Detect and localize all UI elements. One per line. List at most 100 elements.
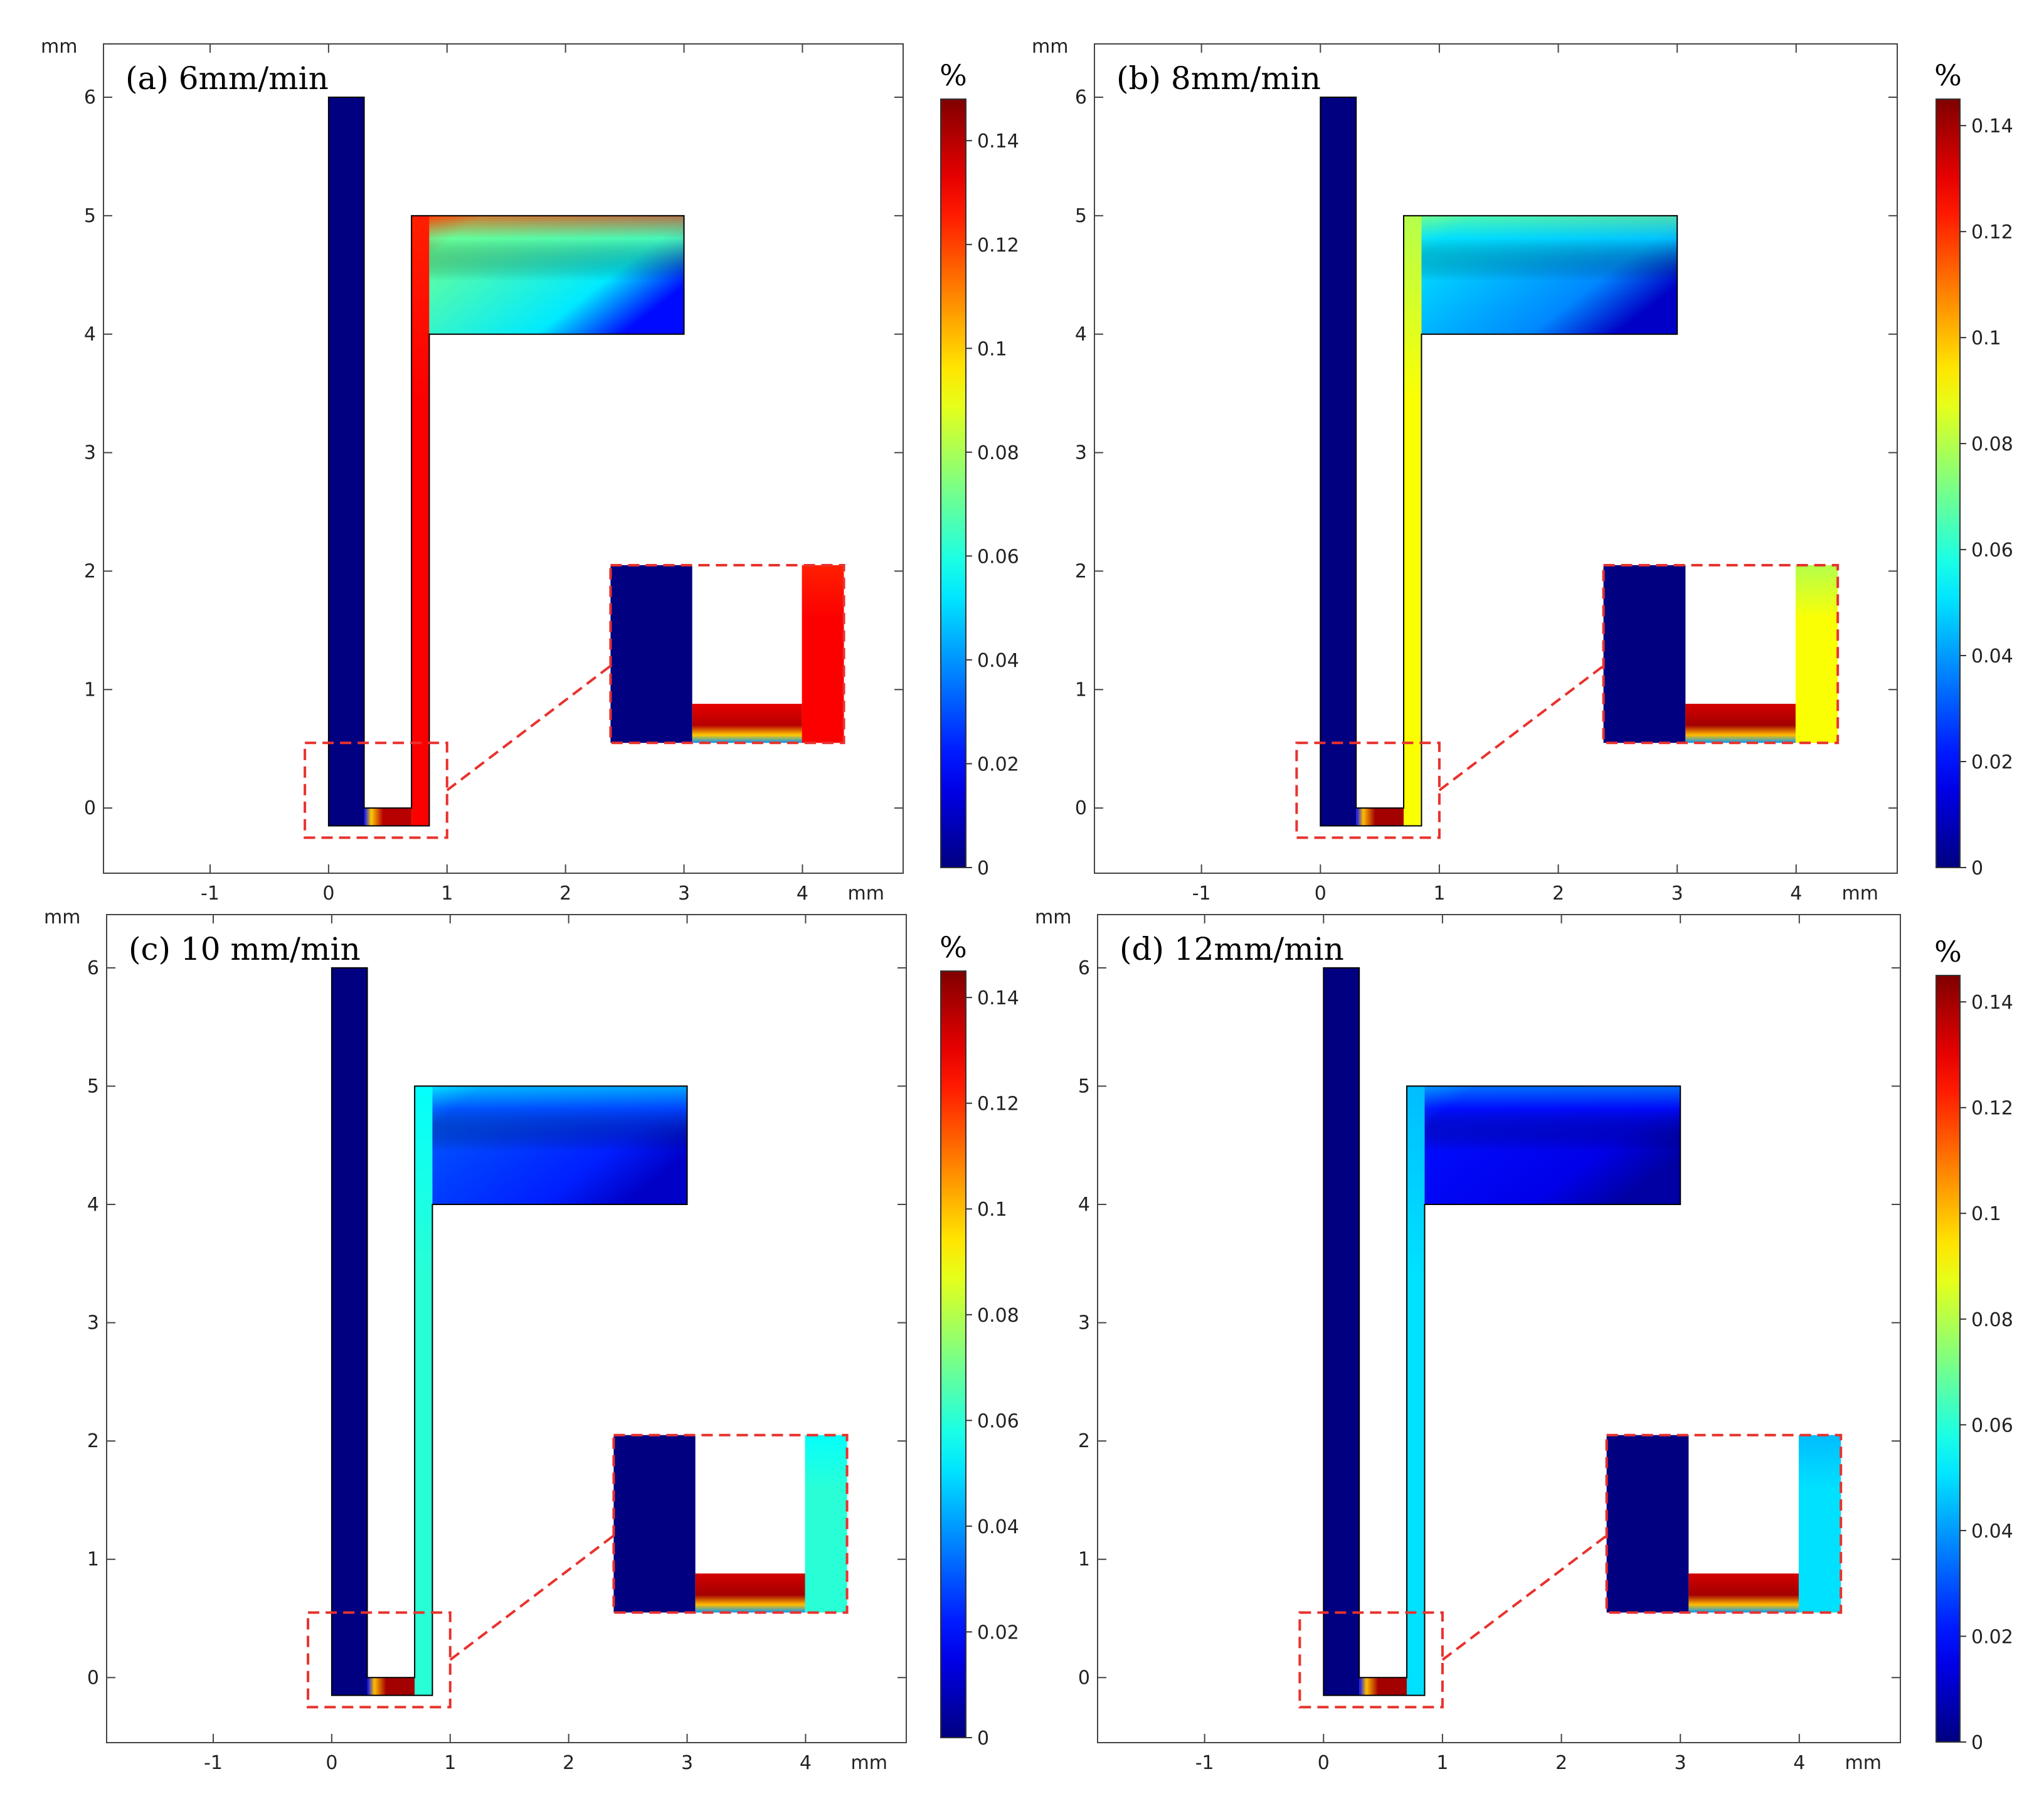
x-unit-label: mm (851, 1752, 887, 1774)
colorbar-tick-label: 0.04 (1971, 1521, 2013, 1543)
colorbar-tick-label: 0.06 (977, 1410, 1019, 1432)
zoom-inset (1602, 563, 1840, 745)
inset-left-channel (613, 1435, 696, 1613)
zoom-region-box (304, 741, 448, 839)
zoom-inset (612, 1433, 849, 1614)
y-tick-label: 3 (87, 1312, 99, 1334)
colorbar-unit: % (940, 930, 967, 964)
y-tick-label: 2 (1078, 1430, 1090, 1452)
inset-right-channel (805, 1435, 847, 1613)
y-tick-label: 1 (84, 679, 96, 701)
left-channel (331, 967, 368, 1696)
x-tick-label: 2 (563, 1752, 575, 1774)
colorbar-scale (1935, 98, 1961, 868)
colorbar-tick-label: 0.12 (1971, 221, 2013, 243)
panel-title: (b) 8mm/min (1116, 60, 1321, 97)
y-tick-label: 1 (87, 1549, 99, 1571)
x-tick-label: 2 (1552, 883, 1564, 905)
colorbar-tick-label: 0.06 (977, 546, 1019, 568)
colorbar: 0 0.02 0.04 0.06 0.08 0.1 0.12 0.14% (1934, 58, 2013, 879)
colorbar-tick-label: 0.14 (1971, 115, 2013, 137)
x-tick-label: 0 (1318, 1752, 1330, 1774)
y-tick-label: 1 (1075, 679, 1087, 701)
y-unit-label: mm (44, 906, 80, 928)
colorbar-tick-label: 0.06 (1971, 539, 2013, 561)
colorbar-scale (1935, 975, 1961, 1743)
colorbar-tick-label: 0.08 (977, 442, 1019, 464)
x-tick-label: 1 (444, 1752, 456, 1774)
domain-outline (331, 967, 688, 1696)
bottom-connector (364, 808, 412, 826)
colorbar: 0 0.02 0.04 0.06 0.08 0.1 0.12 0.14% (940, 930, 1019, 1750)
colorbar-tick-label: 0.1 (1971, 1203, 2001, 1225)
x-tick-label: -1 (204, 1752, 223, 1774)
x-tick-label: 3 (678, 883, 690, 905)
bottom-connector (367, 1677, 415, 1696)
plot-frame (1094, 43, 1898, 874)
colorbar-tick-label: 0.1 (977, 1199, 1007, 1221)
x-tick-label: 2 (1555, 1752, 1567, 1774)
colorbar-tick-label: 0.02 (1971, 1626, 2013, 1648)
y-tick-label: 4 (84, 324, 96, 346)
left-channel (1323, 967, 1360, 1696)
inset-left-channel (610, 565, 692, 743)
right-channel (411, 215, 430, 826)
colorbar-tick-label: 0.08 (1971, 433, 2013, 455)
colorbar-tick-label: 0.04 (977, 650, 1019, 672)
y-tick-label: 2 (87, 1430, 99, 1452)
x-tick-label: 0 (326, 1752, 337, 1774)
colorbar-tick-label: 0 (977, 1728, 989, 1750)
y-tick-label: 0 (1075, 797, 1087, 819)
colorbar-tick-label: 0 (1971, 1732, 1983, 1754)
colorbar-tick-label: 0.1 (977, 338, 1007, 360)
y-tick-label: 5 (1075, 205, 1087, 227)
y-tick-label: 4 (87, 1194, 99, 1216)
colorbar-tick-label: 0.12 (977, 235, 1019, 257)
zoom-inset (1605, 1433, 1843, 1614)
colorbar: 0 0.02 0.04 0.06 0.08 0.1 0.12 0.14% (940, 58, 1019, 879)
chamber-upper-layer (432, 1086, 687, 1152)
y-unit-label: mm (41, 36, 77, 58)
colorbar-tick-label: 0.04 (977, 1516, 1019, 1538)
panel-title: (d) 12mm/min (1120, 931, 1344, 967)
colorbar-tick-label: 0.04 (1971, 645, 2013, 667)
y-unit-label: mm (1032, 36, 1068, 58)
x-tick-label: 1 (441, 883, 453, 905)
y-tick-label: 5 (1078, 1075, 1090, 1097)
zoom-region-box (1295, 741, 1441, 839)
x-tick-label: 4 (1793, 1752, 1805, 1774)
panel-3: -1 0 1 2 3 4 0 1 2 3 4 5 6 mm mm (c) 10 mm/min 0 0.02 0.04… (44, 906, 1019, 1774)
colorbar-tick-label: 0.12 (977, 1093, 1019, 1115)
y-tick-label: 6 (1078, 957, 1090, 979)
x-tick-label: -1 (1195, 1752, 1214, 1774)
y-tick-label: 6 (84, 87, 96, 109)
colorbar-tick-label: 0.14 (977, 987, 1019, 1009)
zoom-inset (609, 563, 845, 745)
inset-hotspot (1685, 703, 1796, 743)
x-tick-label: 3 (681, 1752, 693, 1774)
left-channel (1320, 97, 1357, 826)
plot-frame (103, 43, 904, 874)
colorbar-unit: % (940, 58, 967, 92)
colorbar-tick-label: 0.02 (977, 1622, 1019, 1644)
y-tick-label: 4 (1075, 324, 1087, 346)
x-tick-label: -1 (1192, 883, 1211, 905)
plot-frame (106, 914, 907, 1743)
colorbar-tick-label: 0.12 (1971, 1098, 2013, 1120)
x-tick-label: 1 (1436, 1752, 1448, 1774)
x-tick-label: 4 (800, 1752, 812, 1774)
panel-title: (a) 6mm/min (125, 60, 329, 97)
y-tick-label: 0 (1078, 1667, 1090, 1689)
inset-right-channel (1795, 565, 1838, 743)
inset-border (612, 1433, 849, 1614)
panel-2: -1 0 1 2 3 4 0 1 2 3 4 5 6 mm mm (b) 8mm/min 0 0.02 0.04 0.… (1032, 36, 2013, 905)
x-tick-label: 2 (559, 883, 571, 905)
inset-hotspot (692, 703, 802, 743)
y-tick-label: 2 (1075, 560, 1087, 582)
colorbar: 0 0.02 0.04 0.06 0.08 0.1 0.12 0.14% (1934, 935, 2013, 1754)
right-channel (415, 1086, 433, 1696)
right-channel (1407, 1086, 1425, 1696)
inset-hotspot (1688, 1573, 1799, 1613)
zoom-region-box (307, 1611, 452, 1709)
